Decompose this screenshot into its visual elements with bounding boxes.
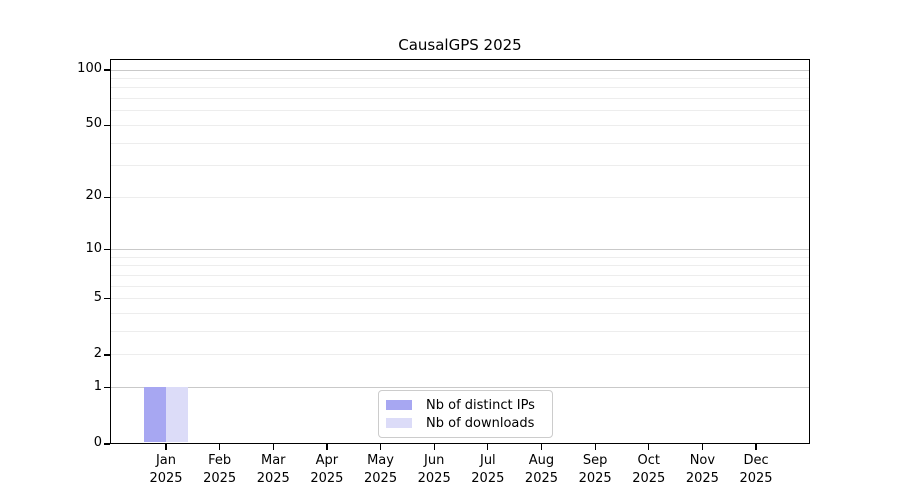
legend-item-distinct-ips: Nb of distinct IPs — [386, 396, 535, 414]
x-axis-tick-aug — [540, 444, 543, 450]
x-axis-tick-label-feb: Feb 2025 — [203, 453, 237, 486]
gridline — [111, 249, 809, 251]
x-axis-tick-jun — [433, 444, 435, 450]
y-axis-tick-1 — [104, 387, 110, 389]
x-axis-tick-may — [379, 444, 382, 450]
y-axis-tick-label-10: 10 — [85, 240, 102, 256]
y-axis-tick-5 — [104, 298, 110, 300]
x-axis-tick-feb — [219, 444, 221, 450]
x-axis-tick-label-mar: Mar 2025 — [256, 453, 290, 486]
plot-area — [110, 59, 810, 444]
gridline — [111, 354, 809, 356]
x-axis-tick-apr — [326, 444, 328, 450]
gridline — [111, 265, 809, 267]
gridline — [111, 285, 809, 287]
gridline — [111, 77, 809, 79]
gridline — [111, 98, 809, 100]
y-axis-tick-label-50: 50 — [85, 116, 102, 132]
x-axis-tick-label-apr: Apr 2025 — [310, 453, 344, 486]
x-axis-tick-dec — [755, 444, 757, 450]
bar-downloads-jan — [165, 387, 188, 442]
gridline — [111, 387, 809, 389]
x-axis-tick-label-aug: Aug 2025 — [524, 453, 559, 486]
legend-label-downloads: Nb of downloads — [426, 415, 535, 431]
y-axis-tick-label-5: 5 — [93, 289, 102, 305]
x-axis-tick-label-may: May 2025 — [364, 453, 398, 486]
y-axis-tick-10 — [104, 249, 110, 251]
x-axis-tick-label-dec: Dec 2025 — [739, 453, 773, 486]
gridline — [111, 256, 809, 258]
y-axis-tick-label-2: 2 — [93, 345, 102, 361]
y-axis-tick-20 — [104, 196, 110, 198]
x-axis-tick-label-jan: Jan 2025 — [149, 453, 183, 486]
x-axis-tick-label-oct: Oct 2025 — [632, 453, 666, 486]
gridline — [111, 165, 809, 167]
x-axis-tick-label-jul: Jul 2025 — [471, 453, 505, 486]
x-axis-tick-label-nov: Nov 2025 — [685, 453, 719, 486]
legend: Nb of distinct IPs Nb of downloads — [378, 390, 553, 438]
gridline — [111, 142, 809, 144]
bar-distinct-ips-jan — [143, 387, 166, 442]
gridline — [111, 69, 809, 71]
y-axis-tick-100 — [104, 69, 110, 71]
gridline — [111, 196, 809, 198]
y-axis-tick-0 — [104, 443, 110, 445]
gridline — [111, 331, 809, 333]
gridline — [111, 313, 809, 315]
y-axis-tick-label-0: 0 — [93, 435, 102, 450]
y-axis-tick-label-100: 100 — [77, 61, 102, 76]
y-axis-tick-50 — [104, 124, 110, 126]
x-axis-tick-jan — [165, 444, 167, 450]
x-axis-tick-jul — [487, 444, 489, 450]
x-axis-tick-label-jun: Jun 2025 — [417, 453, 451, 486]
x-axis-tick-sep — [594, 444, 596, 450]
gridline — [111, 298, 809, 300]
y-axis-tick-label-1: 1 — [93, 378, 102, 394]
gridline — [111, 274, 809, 276]
y-axis-tick-2 — [104, 354, 110, 356]
legend-swatch-downloads — [386, 418, 412, 428]
legend-swatch-distinct-ips — [386, 400, 412, 410]
gridline — [111, 87, 809, 89]
x-axis-tick-oct — [648, 444, 650, 450]
legend-label-distinct-ips: Nb of distinct IPs — [426, 397, 535, 413]
chart-title: CausalGPS 2025 — [398, 36, 522, 54]
gridline — [111, 124, 809, 126]
x-axis-tick-nov — [701, 444, 703, 450]
x-axis-tick-label-sep: Sep 2025 — [578, 453, 612, 486]
legend-item-downloads: Nb of downloads — [386, 414, 535, 432]
x-axis-tick-mar — [272, 444, 274, 450]
gridline — [111, 110, 809, 112]
y-axis-tick-label-20: 20 — [85, 188, 102, 204]
